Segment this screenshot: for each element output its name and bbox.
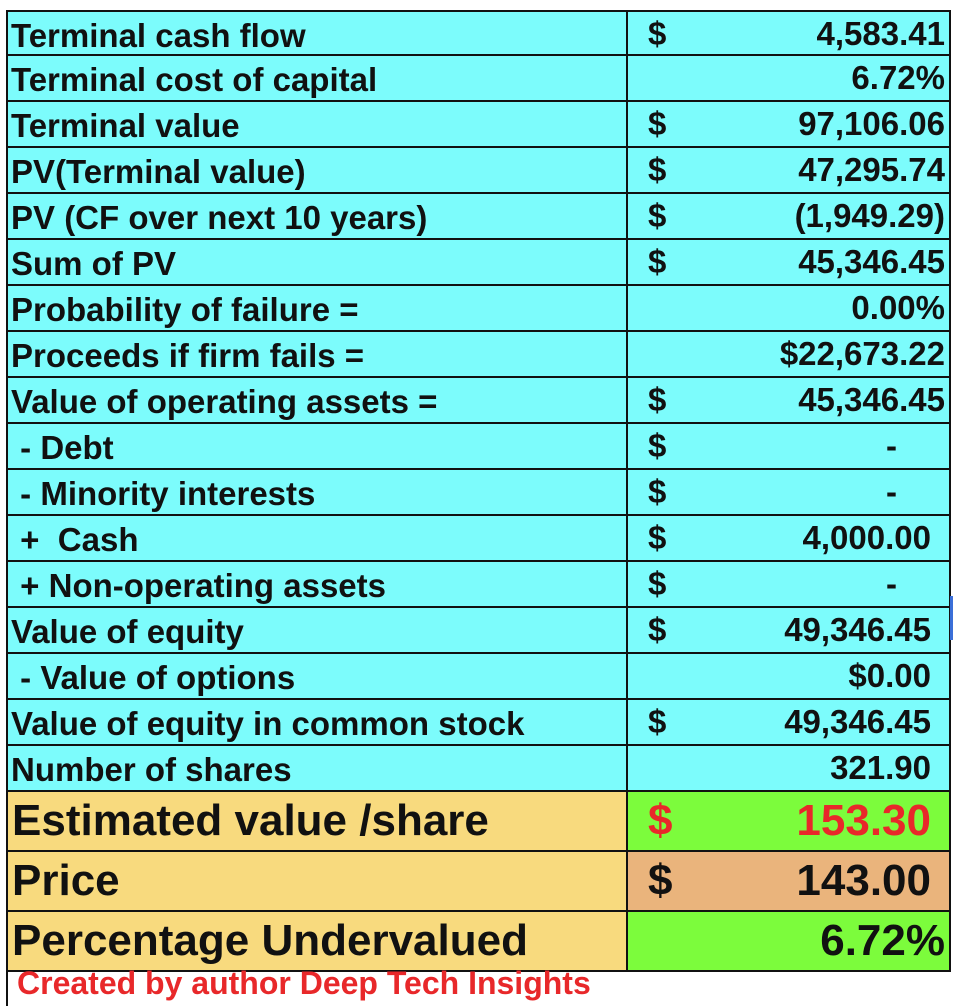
row-currency[interactable]: $ (628, 424, 692, 470)
row-currency[interactable]: $ (628, 792, 692, 852)
row-label[interactable]: Value of operating assets = (6, 378, 628, 424)
row-label[interactable]: Price (6, 852, 628, 912)
row-currency[interactable]: $ (628, 148, 692, 194)
row-value[interactable]: 45,346.45 (692, 378, 951, 424)
row-label[interactable]: Number of shares (6, 746, 628, 792)
row-pv-cf-next-10-years: PV (CF over next 10 years) $ (1,949.29) (6, 194, 951, 240)
row-value[interactable]: (1,949.29) (692, 194, 951, 240)
row-currency[interactable] (628, 56, 692, 102)
row-currency[interactable] (628, 746, 692, 792)
row-value[interactable]: 143.00 (692, 852, 951, 912)
row-label[interactable]: Proceeds if firm fails = (6, 332, 628, 378)
author-credit: Created by author Deep Tech Insights (6, 962, 951, 1006)
row-currency[interactable] (628, 912, 692, 972)
row-value[interactable]: 4,583.41 (692, 10, 951, 56)
row-currency[interactable]: $ (628, 852, 692, 912)
row-value[interactable]: 4,000.00 (692, 516, 951, 562)
row-label[interactable]: + Cash (6, 516, 628, 562)
row-pv-terminal-value: PV(Terminal value) $ 47,295.74 (6, 148, 951, 194)
row-value[interactable]: 47,295.74 (692, 148, 951, 194)
row-non-operating-assets: + Non-operating assets $ - (6, 562, 951, 608)
row-terminal-value: Terminal value $ 97,106.06 (6, 102, 951, 148)
row-currency[interactable]: $ (628, 516, 692, 562)
row-debt: - Debt $ - (6, 424, 951, 470)
row-value[interactable]: 49,346.45 (692, 700, 951, 746)
row-label[interactable]: Value of equity (6, 608, 628, 654)
row-label[interactable]: Probability of failure = (6, 286, 628, 332)
row-label[interactable]: Sum of PV (6, 240, 628, 286)
row-label[interactable]: PV(Terminal value) (6, 148, 628, 194)
row-currency[interactable]: $ (628, 194, 692, 240)
row-value[interactable]: 6.72% (692, 912, 951, 972)
row-currency[interactable]: $ (628, 562, 692, 608)
row-label[interactable]: Value of equity in common stock (6, 700, 628, 746)
row-sum-of-pv: Sum of PV $ 45,346.45 (6, 240, 951, 286)
row-minority-interests: - Minority interests $ - (6, 470, 951, 516)
row-cash: + Cash $ 4,000.00 (6, 516, 951, 562)
row-label[interactable]: Estimated value /share (6, 792, 628, 852)
row-percentage-undervalued: Percentage Undervalued 6.72% (6, 912, 951, 972)
row-label[interactable]: Terminal cash flow (6, 10, 628, 56)
row-value[interactable]: 45,346.45 (692, 240, 951, 286)
row-value[interactable]: - (692, 424, 951, 470)
row-value-operating-assets: Value of operating assets = $ 45,346.45 (6, 378, 951, 424)
row-value[interactable]: - (692, 470, 951, 516)
row-terminal-cost-of-capital: Terminal cost of capital 6.72% (6, 56, 951, 102)
row-value[interactable]: 321.90 (692, 746, 951, 792)
row-value[interactable]: 6.72% (692, 56, 951, 102)
row-value-of-equity: Value of equity $ 49,346.45 (6, 608, 951, 654)
row-terminal-cash-flow: Terminal cash flow $ 4,583.41 (6, 10, 951, 56)
row-value[interactable]: - (692, 562, 951, 608)
row-label[interactable]: Terminal cost of capital (6, 56, 628, 102)
row-label[interactable]: Percentage Undervalued (6, 912, 628, 972)
valuation-table: Terminal cash flow $ 4,583.41 Terminal c… (6, 10, 951, 972)
row-value[interactable]: $0.00 (692, 654, 951, 700)
row-label[interactable]: PV (CF over next 10 years) (6, 194, 628, 240)
row-price: Price $ 143.00 (6, 852, 951, 912)
row-value[interactable]: 49,346.45 (692, 608, 951, 654)
row-currency[interactable]: $ (628, 102, 692, 148)
row-value[interactable]: 153.30 (692, 792, 951, 852)
row-currency[interactable] (628, 286, 692, 332)
row-label[interactable]: + Non-operating assets (6, 562, 628, 608)
row-label[interactable]: - Minority interests (6, 470, 628, 516)
row-currency[interactable]: $ (628, 700, 692, 746)
row-label[interactable]: Terminal value (6, 102, 628, 148)
row-estimated-value-per-share: Estimated value /share $ 153.30 (6, 792, 951, 852)
row-currency[interactable]: $ (628, 608, 692, 654)
row-label[interactable]: - Debt (6, 424, 628, 470)
row-value[interactable]: 97,106.06 (692, 102, 951, 148)
row-currency[interactable]: $ (628, 240, 692, 286)
row-currency[interactable]: $ (628, 470, 692, 516)
row-currency[interactable] (628, 332, 692, 378)
row-label[interactable]: - Value of options (6, 654, 628, 700)
row-value[interactable]: $22,673.22 (692, 332, 951, 378)
row-currency[interactable]: $ (628, 10, 692, 56)
row-equity-common-stock: Value of equity in common stock $ 49,346… (6, 700, 951, 746)
row-probability-of-failure: Probability of failure = 0.00% (6, 286, 951, 332)
row-value-of-options: - Value of options $0.00 (6, 654, 951, 700)
row-currency[interactable] (628, 654, 692, 700)
row-proceeds-if-fails: Proceeds if firm fails = $22,673.22 (6, 332, 951, 378)
row-currency[interactable]: $ (628, 378, 692, 424)
row-value[interactable]: 0.00% (692, 286, 951, 332)
row-number-of-shares: Number of shares 321.90 (6, 746, 951, 792)
cell-selection-marker (950, 596, 953, 640)
